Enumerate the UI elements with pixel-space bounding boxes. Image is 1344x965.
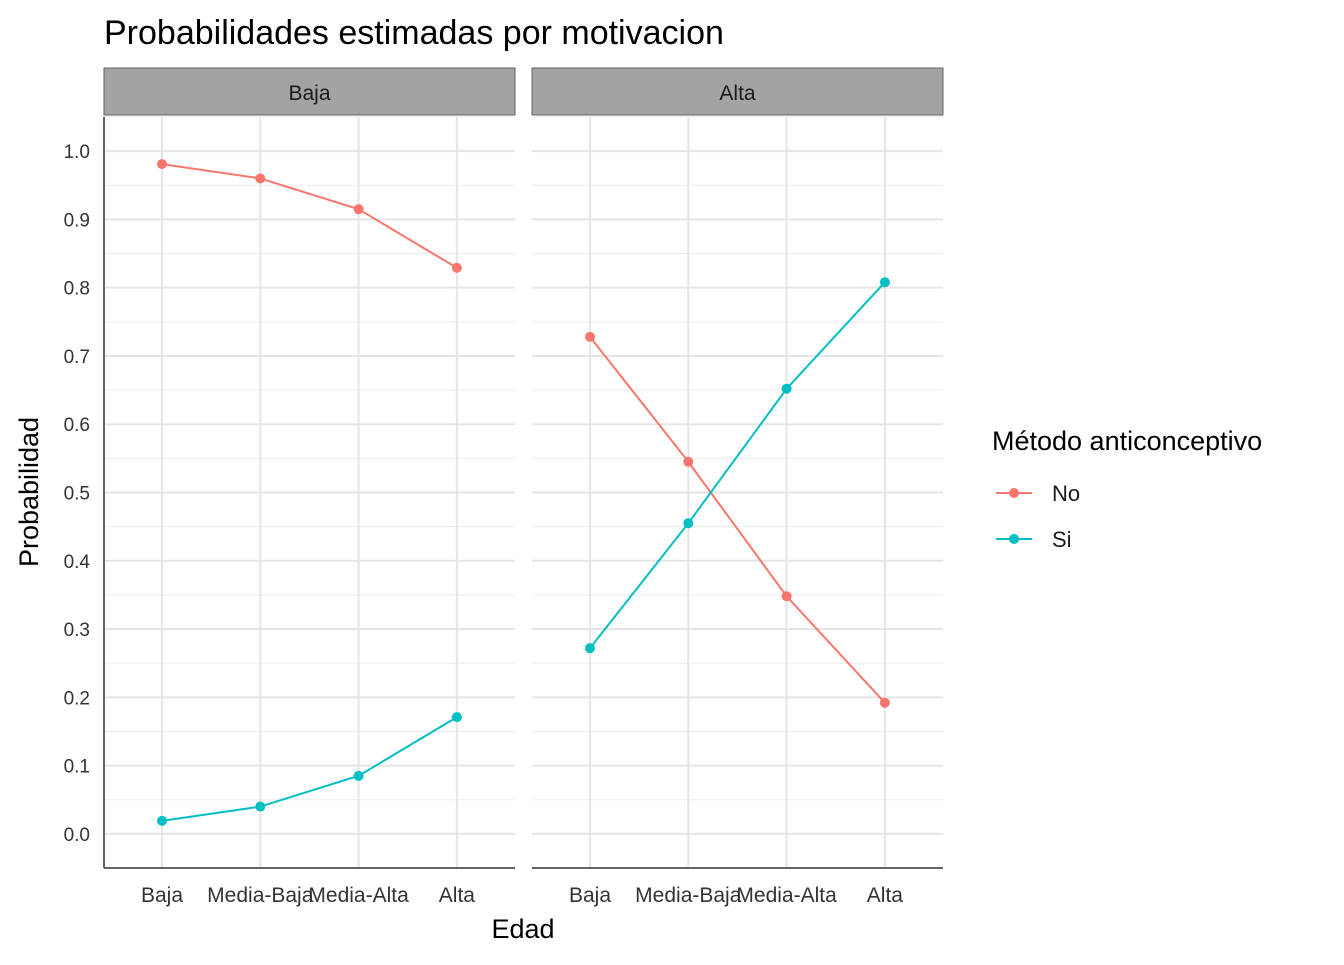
facet-strip-label: Baja	[288, 82, 330, 105]
data-point-no	[157, 159, 167, 170]
data-point-no	[879, 697, 890, 708]
x-tick-label: Baja	[141, 884, 183, 907]
y-axis-label: Probabilidad	[14, 417, 44, 567]
panel-baja: 0.0 0.1 0.2 0.3 0.4 0.5 0.6 0.7 0.8 0.9 1.0 Baja Med…	[64, 67, 516, 907]
data-point-no	[781, 591, 792, 602]
data-point-no	[255, 173, 266, 184]
x-tick-label: Media-Baja	[635, 884, 742, 907]
y-tick-label: 1.0	[64, 142, 90, 163]
data-point-si	[879, 277, 890, 288]
legend-title: Método anticonceptivo	[992, 426, 1262, 456]
legend-label-si: Si	[1052, 527, 1072, 552]
chart-title: Probabilidades estimadas por motivacion	[104, 14, 724, 52]
y-tick-label: 0.6	[64, 415, 90, 436]
y-tick-label: 0.3	[64, 620, 90, 641]
data-point-si	[781, 383, 792, 394]
x-axis-label: Edad	[491, 914, 554, 944]
facet-strip	[103, 67, 516, 116]
y-tick-label: 0.8	[64, 279, 90, 300]
data-point-si	[353, 770, 364, 781]
x-tick-label: Alta	[867, 884, 904, 907]
y-tick-label: 0.9	[64, 210, 90, 231]
y-tick-label: 0.7	[64, 347, 90, 368]
y-tick-label: 0.1	[64, 757, 90, 778]
x-tick-label: Media-Alta	[308, 884, 409, 907]
series-line-si	[589, 281, 886, 649]
y-tick-label: 0.4	[64, 552, 91, 573]
y-tick-label: 0.0	[64, 825, 90, 846]
data-point-si	[451, 712, 462, 723]
x-tick-label: Media-Alta	[736, 884, 837, 907]
data-point-si	[157, 815, 167, 826]
series-line-no	[161, 163, 458, 269]
data-point-no	[683, 456, 694, 467]
data-point-no	[451, 262, 462, 273]
data-point-no	[353, 204, 364, 215]
legend: Método anticonceptivo No Si	[992, 426, 1262, 552]
series-line-no	[589, 336, 886, 704]
legend-item-si: Si	[996, 527, 1072, 552]
x-tick-label: Alta	[439, 884, 476, 907]
x-tick-label: Media-Baja	[207, 884, 314, 907]
data-point-si	[255, 801, 266, 812]
series-line-si	[161, 716, 458, 822]
data-point-si	[683, 518, 694, 529]
data-point-no	[585, 331, 595, 342]
facet-strip	[531, 67, 944, 116]
y-tick-label: 0.5	[64, 484, 90, 505]
facet-strip-label: Alta	[719, 82, 756, 105]
legend-item-no: No	[996, 481, 1080, 506]
legend-label-no: No	[1052, 481, 1080, 506]
y-tick-label: 0.2	[64, 688, 90, 709]
data-point-si	[585, 643, 595, 654]
x-tick-label: Baja	[569, 884, 611, 907]
